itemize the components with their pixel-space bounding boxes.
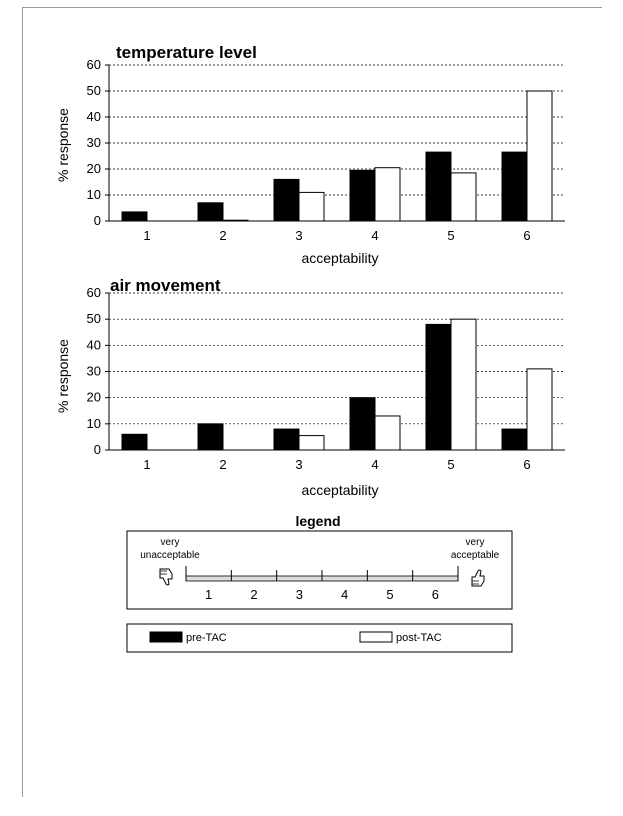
legend-left-top: very	[161, 537, 180, 548]
chart1-ytick-label: 40	[87, 109, 101, 124]
chart1-ytick-label: 60	[87, 57, 101, 72]
chart2-ylabel: % response	[55, 339, 71, 413]
legend-swatch-pre	[149, 631, 183, 643]
chart2-ytick-label: 20	[87, 390, 101, 405]
chart2-bar-post-4	[374, 415, 401, 451]
chart2-xtick-label: 3	[295, 457, 302, 472]
chart1-ytick-label: 50	[87, 83, 101, 98]
chart2-title: air movement	[110, 276, 221, 295]
legend-swatch-post	[359, 631, 393, 643]
thumbs-down-icon	[159, 568, 173, 586]
chart1-title: temperature level	[116, 43, 257, 62]
chart2-xtick-label: 1	[143, 457, 150, 472]
chart1-xtick-label: 4	[371, 228, 378, 243]
chart1-bar-pre-5	[425, 151, 452, 222]
legend-title: legend	[295, 513, 340, 529]
chart2-ytick-label: 0	[94, 442, 101, 457]
legend-right-top: very	[466, 537, 485, 548]
legend-scale-label: 1	[205, 587, 212, 602]
chart1-bar-pre-1	[121, 211, 148, 222]
chart1-bar-post-5	[450, 172, 477, 222]
chart1-ylabel: % response	[55, 108, 71, 182]
chart2-ytick-label: 40	[87, 337, 101, 352]
chart2-bar-post-3	[298, 435, 325, 451]
chart1-xlabel: acceptability	[301, 250, 378, 266]
thumbs-up-icon	[471, 569, 485, 587]
chart1-bar-pre-3	[273, 178, 300, 222]
chart1-xtick-label: 3	[295, 228, 302, 243]
legend-label-post: post-TAC	[396, 632, 442, 644]
legend-label-pre: pre-TAC	[186, 632, 227, 644]
chart1-bar-post-2	[222, 219, 249, 222]
chart1-bar-post-3	[298, 191, 325, 222]
legend-scale-label: 4	[341, 587, 348, 602]
chart2-ytick-label: 50	[87, 311, 101, 326]
chart1-xtick-label: 6	[523, 228, 530, 243]
chart2-bar-pre-3	[273, 428, 300, 451]
chart1-bar-pre-2	[197, 202, 224, 222]
chart1-xtick-label: 5	[447, 228, 454, 243]
chart2-xtick-label: 6	[523, 457, 530, 472]
chart2-ytick-label: 60	[87, 285, 101, 300]
chart2-ytick-label: 30	[87, 364, 101, 379]
chart2-bar-pre-6	[501, 428, 528, 451]
chart1-ytick-label: 30	[87, 135, 101, 150]
chart2-xlabel: acceptability	[301, 482, 378, 498]
chart2-bar-pre-1	[121, 433, 148, 451]
frame-left	[22, 7, 23, 797]
chart2-bar-pre-5	[425, 323, 452, 451]
legend-scale-label: 2	[250, 587, 257, 602]
chart2-bar-post-5	[450, 318, 477, 451]
chart1-ytick-label: 20	[87, 161, 101, 176]
legend-left-bottom: unacceptable	[140, 550, 200, 561]
chart2-ytick-label: 10	[87, 416, 101, 431]
chart1-bar-post-6	[526, 90, 553, 222]
legend-scale-label: 3	[296, 587, 303, 602]
legend-scale-label: 6	[432, 587, 439, 602]
legend-right-bottom: acceptable	[451, 550, 500, 561]
chart2-bar-pre-2	[197, 423, 224, 451]
legend-box	[126, 530, 513, 610]
chart1-ytick-label: 10	[87, 187, 101, 202]
chart1-bar-pre-6	[501, 151, 528, 222]
chart2-xtick-label: 5	[447, 457, 454, 472]
chart1-bar-pre-4	[349, 169, 376, 222]
series-legend-box	[126, 623, 513, 653]
chart1-xtick-label: 2	[219, 228, 226, 243]
chart1-ytick-label: 0	[94, 213, 101, 228]
chart2-bar-pre-4	[349, 397, 376, 451]
chart2-xtick-label: 2	[219, 457, 226, 472]
frame-top	[22, 7, 602, 8]
chart1-xtick-label: 1	[143, 228, 150, 243]
chart2-xtick-label: 4	[371, 457, 378, 472]
legend-scale-label: 5	[386, 587, 393, 602]
chart2-bar-post-6	[526, 368, 553, 451]
chart1-bar-post-4	[374, 167, 401, 222]
